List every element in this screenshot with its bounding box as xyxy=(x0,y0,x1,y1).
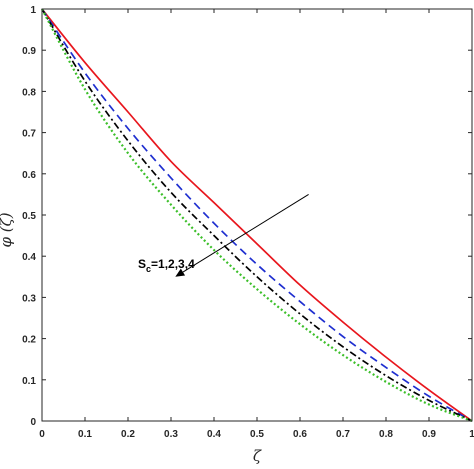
y-tick-label: 0.9 xyxy=(22,46,36,57)
y-tick-label: 0.6 xyxy=(22,170,36,181)
y-tick-label: 0.3 xyxy=(22,293,36,304)
series-line-2 xyxy=(41,8,473,422)
x-axis: 0 0.1 0.2 0.3 0.4 0.5 0.6 0.7 0.8 0.9 1 xyxy=(39,9,474,440)
x-tick-label: 0.9 xyxy=(422,429,436,440)
y-tick-label: 0.1 xyxy=(22,376,36,387)
series-line-1 xyxy=(41,8,473,422)
x-axis-title: ζ xyxy=(253,447,262,465)
series-line-4 xyxy=(41,8,473,423)
y-tick-label: 0.4 xyxy=(22,252,36,263)
plot-frame xyxy=(41,8,473,422)
x-tick-label: 0.4 xyxy=(207,429,221,440)
annotation-label-main: S xyxy=(138,257,146,271)
y-tick-label: 0 xyxy=(30,417,36,428)
y-axis-title: φ (ζ) xyxy=(0,212,15,247)
x-tick-label: 0.8 xyxy=(379,429,393,440)
x-tick-label: 0.6 xyxy=(293,429,307,440)
y-tick-label: 0.8 xyxy=(22,87,36,98)
annotation-label-sub: c xyxy=(146,264,151,274)
y-tick-label: 1 xyxy=(30,5,36,16)
annotation-label: Sc=1,2,3,4 xyxy=(138,257,195,274)
y-axis: 0 0.1 0.2 0.3 0.4 0.5 0.6 0.7 0.8 0.9 1 xyxy=(22,5,472,428)
x-tick-label: 1 xyxy=(469,429,474,440)
annotation-arrowhead xyxy=(175,268,186,277)
y-tick-label: 0.2 xyxy=(22,335,36,346)
y-tick-label: 0.7 xyxy=(22,129,36,140)
annotation: Sc=1,2,3,4 xyxy=(138,193,309,277)
y-tick-label: 0.5 xyxy=(22,211,36,222)
x-tick-label: 0.5 xyxy=(250,429,264,440)
x-tick-label: 0.1 xyxy=(78,429,92,440)
annotation-arrow xyxy=(182,193,309,273)
x-tick-label: 0.2 xyxy=(121,429,135,440)
plot-marks xyxy=(41,8,473,423)
x-tick-label: 0.3 xyxy=(164,429,178,440)
annotation-label-rest: =1,2,3,4 xyxy=(151,257,195,271)
x-tick-label: 0.7 xyxy=(336,429,350,440)
x-tick-label: 0 xyxy=(39,429,45,440)
series-line-3 xyxy=(41,8,473,422)
